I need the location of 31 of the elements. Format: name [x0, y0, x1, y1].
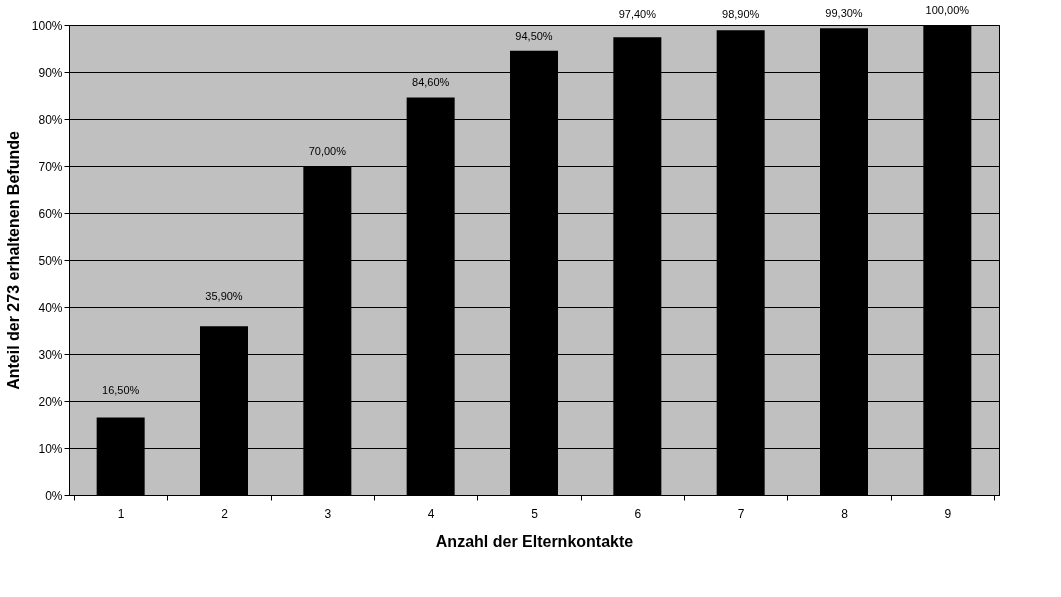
x-tick-label: 3: [324, 506, 332, 521]
y-tick-label: 10%: [38, 441, 63, 456]
y-tick-label: 100%: [31, 18, 63, 33]
data-label: 84,60%: [412, 76, 450, 89]
x-tick-label: 8: [841, 506, 849, 521]
data-label: 94,50%: [515, 29, 553, 42]
x-tick-label: 1: [117, 506, 125, 521]
y-tick-label: 30%: [38, 347, 63, 362]
y-tick-label: 80%: [38, 112, 63, 127]
x-tick-label: 4: [427, 506, 435, 521]
y-tick-label: 20%: [38, 394, 63, 409]
data-label: 99,30%: [825, 7, 863, 20]
data-label: 16,50%: [102, 384, 140, 397]
data-label: 70,00%: [308, 145, 347, 157]
data-label: 98,90%: [722, 8, 760, 21]
x-tick-label: 6: [634, 506, 642, 521]
data-label: 97,40%: [618, 8, 657, 21]
x-tick-label: 5: [531, 506, 539, 521]
y-tick-label: 40%: [38, 300, 63, 315]
y-axis-title: Anteil der 273 erhaltenen Befunde: [4, 131, 22, 390]
data-label: 100,00%: [925, 4, 970, 16]
y-tick-label: 60%: [38, 206, 63, 221]
x-tick-label: 9: [944, 506, 952, 521]
y-tick-label: 90%: [38, 65, 63, 80]
x-tick-label: 2: [221, 506, 229, 521]
y-tick-label: 0%: [45, 488, 63, 503]
y-tick-label: 70%: [38, 159, 63, 174]
x-tick-label: 7: [737, 506, 745, 521]
x-axis-title: Anzahl der Elternkontakte: [435, 532, 634, 550]
y-tick-label: 50%: [38, 253, 63, 268]
data-label: 35,90%: [205, 290, 243, 303]
